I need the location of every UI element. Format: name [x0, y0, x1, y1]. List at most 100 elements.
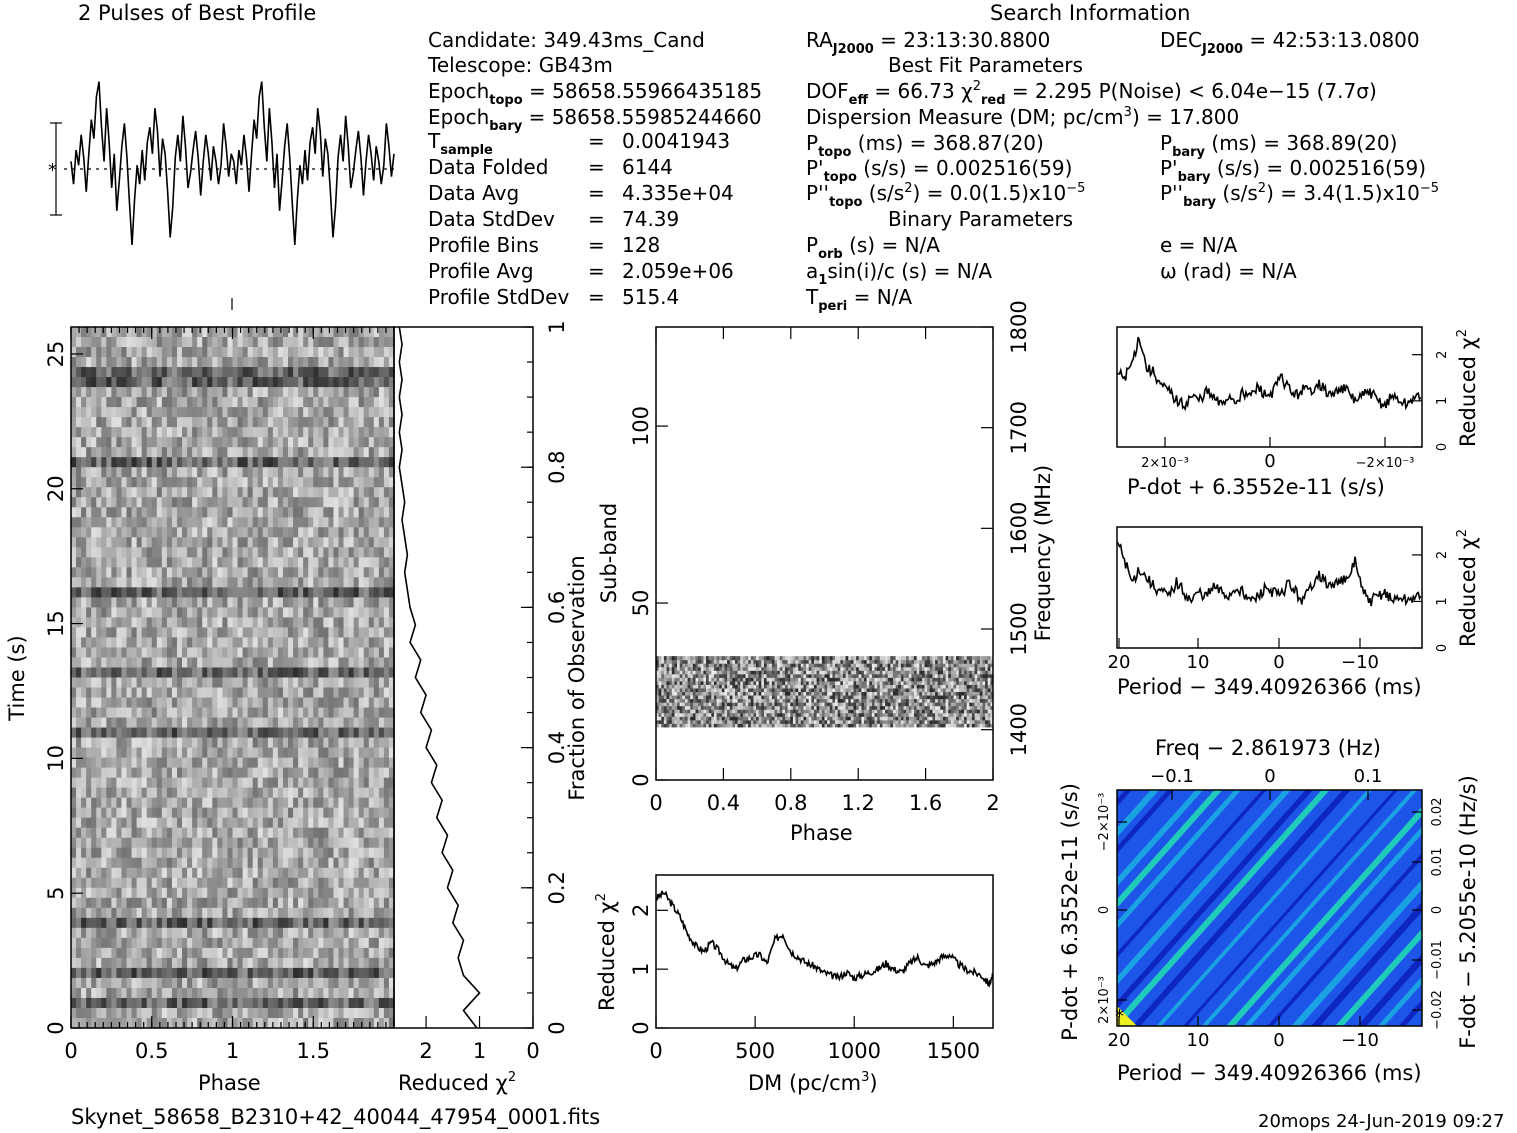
heat-cell	[202, 687, 208, 699]
heat-cell	[338, 957, 345, 969]
heat-cell	[81, 647, 87, 659]
heat-cell	[242, 657, 249, 669]
heat-cell	[222, 737, 229, 749]
heat-cell	[383, 367, 390, 378]
heat-cell	[192, 817, 198, 829]
heat-cell	[288, 857, 294, 869]
heat-cell	[262, 787, 269, 799]
heat-cell	[990, 719, 994, 724]
heat-cell	[734, 723, 739, 728]
heat-cell	[338, 967, 345, 979]
heat-cell	[111, 817, 118, 829]
heat-cell	[182, 797, 188, 809]
heat-cell	[101, 477, 107, 488]
heat-cell	[176, 917, 183, 929]
heat-cell	[131, 687, 138, 699]
heat-cell	[373, 957, 380, 969]
heat-cell	[383, 787, 390, 799]
heat-cell	[207, 667, 213, 679]
heat-cell	[182, 377, 188, 388]
heat-cell	[116, 737, 123, 749]
heat-cell	[338, 877, 345, 889]
heat-cell	[308, 687, 314, 699]
heat-cell	[308, 667, 314, 679]
heat-cell	[222, 387, 229, 398]
heat-cell	[126, 427, 133, 438]
heat-cell	[895, 719, 899, 724]
heat-cell	[182, 427, 188, 438]
heat-cell	[176, 667, 183, 679]
heat-cell	[192, 327, 198, 338]
y-tick-label: 0.2	[545, 871, 569, 904]
heat-cell	[303, 877, 309, 889]
heat-cell	[182, 737, 188, 749]
heat-cell	[121, 667, 128, 679]
heat-cell	[368, 537, 375, 548]
heat-cell	[368, 937, 375, 949]
heat-cell	[257, 517, 264, 528]
heat-cell	[227, 847, 234, 859]
heat-cell	[222, 337, 229, 348]
heat-cell	[161, 987, 168, 999]
heat-cell	[106, 497, 112, 508]
heat-cell	[348, 487, 355, 498]
heat-cell	[333, 887, 340, 899]
heat-cell	[197, 647, 203, 659]
heat-cell	[81, 877, 87, 889]
heat-cell	[126, 867, 133, 879]
heat-cell	[313, 617, 319, 629]
heat-cell	[303, 907, 309, 919]
heat-cell	[729, 719, 733, 724]
heat-cell	[166, 957, 173, 969]
heat-cell	[272, 967, 279, 979]
heat-cell	[262, 817, 269, 829]
heat-cell	[252, 717, 259, 729]
heat-cell	[368, 687, 375, 699]
heat-cell	[267, 437, 274, 448]
heat-cell	[146, 877, 153, 889]
heat-cell	[242, 547, 249, 558]
heat-cell	[383, 847, 390, 859]
heat-cell	[111, 567, 118, 578]
heat-cell	[262, 517, 269, 528]
heat-cell	[126, 627, 133, 639]
heat-cell	[343, 967, 350, 979]
heat-cell	[131, 487, 138, 498]
heat-cell	[126, 347, 133, 358]
heat-cell	[713, 716, 718, 721]
heat-cell	[308, 367, 314, 378]
heat-cell	[222, 757, 229, 769]
heat-cell	[368, 867, 375, 879]
heat-cell	[277, 967, 284, 979]
heat-cell	[166, 827, 173, 839]
heat-cell	[288, 807, 294, 819]
heat-cell	[126, 557, 133, 568]
heat-cell	[161, 587, 168, 598]
heat-cell	[288, 387, 294, 398]
heat-cell	[126, 607, 133, 619]
heat-cell	[358, 367, 365, 378]
heat-cell	[267, 607, 274, 619]
heat-cell	[96, 897, 102, 909]
heat-cell	[171, 777, 178, 789]
heat-cell	[76, 947, 82, 959]
heat-cell	[277, 707, 284, 719]
heat-cell	[176, 517, 183, 528]
heat-cell	[141, 577, 148, 588]
heat-cell	[358, 717, 365, 729]
heat-cell	[343, 847, 350, 859]
heat-cell	[328, 417, 335, 428]
heat-cell	[267, 777, 274, 789]
heat-cell	[101, 507, 107, 518]
heat-cell	[971, 723, 976, 728]
heat-cell	[192, 557, 198, 568]
heat-cell	[166, 757, 173, 769]
heat-cell	[363, 587, 370, 598]
heat-cell	[71, 867, 77, 879]
heat-cell	[76, 487, 82, 498]
heat-cell	[106, 747, 112, 759]
heat-cell	[146, 327, 153, 338]
heat-cell	[121, 747, 128, 759]
heat-cell	[86, 387, 92, 398]
heat-cell	[126, 697, 133, 709]
